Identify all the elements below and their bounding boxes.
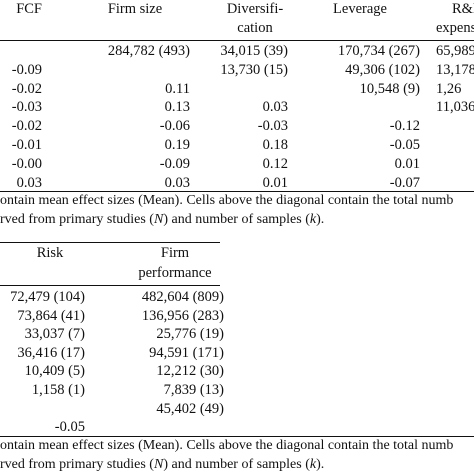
table-1-cell-firm-size: 0.03 — [164, 174, 190, 191]
table-1-cell-leverage: -0.05 — [389, 137, 420, 153]
table-1-cell-diversification: 0.12 — [262, 155, 288, 172]
table-2-cell-performance: 94,591 (171) — [149, 344, 224, 361]
table-1-cell-diversification: 0.01 — [262, 174, 288, 191]
table-2-cell-risk: 72,479 (104) — [10, 289, 85, 305]
table-2-cell-risk: 73,864 (41) — [17, 307, 85, 324]
header-firm-performance-line1: Firm — [160, 245, 190, 261]
header-diversification-line1: Diversifi- — [226, 1, 284, 17]
table-1-cell-firm-size: -0.06 — [159, 118, 190, 135]
table-1-cell-firm-size: 0.13 — [164, 99, 190, 116]
table-1-cell-fcf: -0.00 — [11, 155, 42, 172]
table-1-cell-leverage: 49,306 (102) — [345, 61, 420, 78]
table-1-cell-fcf: -0.03 — [11, 99, 42, 116]
table-1-cell-rd: 13,178 — [436, 61, 474, 78]
table-1-cell-firm-size: 0.11 — [165, 80, 190, 97]
table-1-cell-fcf: -0.09 — [11, 61, 42, 78]
header-fcf: FCF — [16, 1, 42, 17]
table-1-cell-firm-size: -0.09 — [159, 155, 190, 172]
table-1-cell-diversification: 0.18 — [262, 137, 288, 153]
table-1-bottom-rule — [0, 191, 474, 192]
table-1-cell-diversification: -0.03 — [257, 118, 288, 135]
table-1-cell-fcf: -0.02 — [11, 118, 42, 135]
table-2-cell-performance: 482,604 (809) — [141, 289, 224, 305]
table-2-cell-risk: 33,037 (7) — [24, 326, 85, 343]
header-firm-performance-line2: performance — [138, 265, 212, 281]
table-2-note-line1: ontain mean effect sizes (Mean). Cells a… — [0, 438, 454, 453]
table-1-header-rule — [0, 40, 474, 41]
table-1-cell-rd: 11,036 — [436, 99, 474, 116]
table-2-cell-performance: 12,212 (30) — [156, 363, 224, 380]
table-1-cell-fcf: -0.02 — [11, 80, 42, 97]
table-2-cell-performance: 136,956 (283) — [141, 307, 224, 324]
header-diversification-line2: cation — [237, 20, 273, 36]
table-2-cell-risk: 10,409 (5) — [24, 363, 85, 380]
header-risk: Risk — [36, 245, 64, 261]
table-1-cell-diversification: 13,730 (15) — [220, 61, 288, 78]
table-2-bottom-rule — [0, 436, 474, 437]
table-2-cell-risk: -0.05 — [54, 419, 85, 436]
table-1-note-line1: ontain mean effect sizes (Mean). Cells a… — [0, 193, 454, 208]
header-rd-line2: expens — [436, 20, 474, 36]
table-1-note-line2: rved from primary studies (N) and number… — [0, 212, 325, 227]
table-1-cell-leverage: -0.07 — [389, 174, 420, 191]
table-1-cell-firm-size: 0.19 — [164, 137, 190, 153]
table-2-top-rule — [0, 242, 220, 243]
table-1-cell-firm-size: 284,782 (493) — [107, 43, 190, 59]
table-1-cell-leverage: 0.01 — [394, 155, 420, 172]
table-2-cell-performance: 45,402 (49) — [156, 400, 224, 417]
table-1-cell-leverage: -0.12 — [389, 118, 420, 135]
table-2-cell-risk: 1,158 (1) — [31, 382, 85, 398]
table-1-cell-diversification: 34,015 (39) — [220, 43, 288, 59]
header-rd-line1: R&D — [452, 1, 474, 17]
table-1-cell-rd: 1,26 — [436, 80, 462, 97]
table-1-cell-fcf: 0.03 — [16, 174, 42, 191]
table-1-cell-rd: 65,989 ( — [436, 43, 474, 59]
table-2-header-rule — [0, 285, 220, 286]
table-2-cell-performance: 25,776 (19) — [156, 326, 224, 343]
table-2-cell-risk: 36,416 (17) — [17, 344, 85, 361]
table-2-note-line2: rved from primary studies (N) and number… — [0, 457, 325, 472]
table-1-cell-diversification: 0.03 — [262, 99, 288, 116]
table-1-cell-fcf: -0.01 — [11, 137, 42, 153]
header-firm-size: Firm size — [107, 1, 163, 17]
header-leverage: Leverage — [333, 1, 387, 17]
table-1-cell-leverage: 170,734 (267) — [337, 43, 420, 59]
table-1-cell-leverage: 10,548 (9) — [359, 80, 420, 97]
table-2-cell-performance: 7,839 (13) — [163, 382, 224, 398]
